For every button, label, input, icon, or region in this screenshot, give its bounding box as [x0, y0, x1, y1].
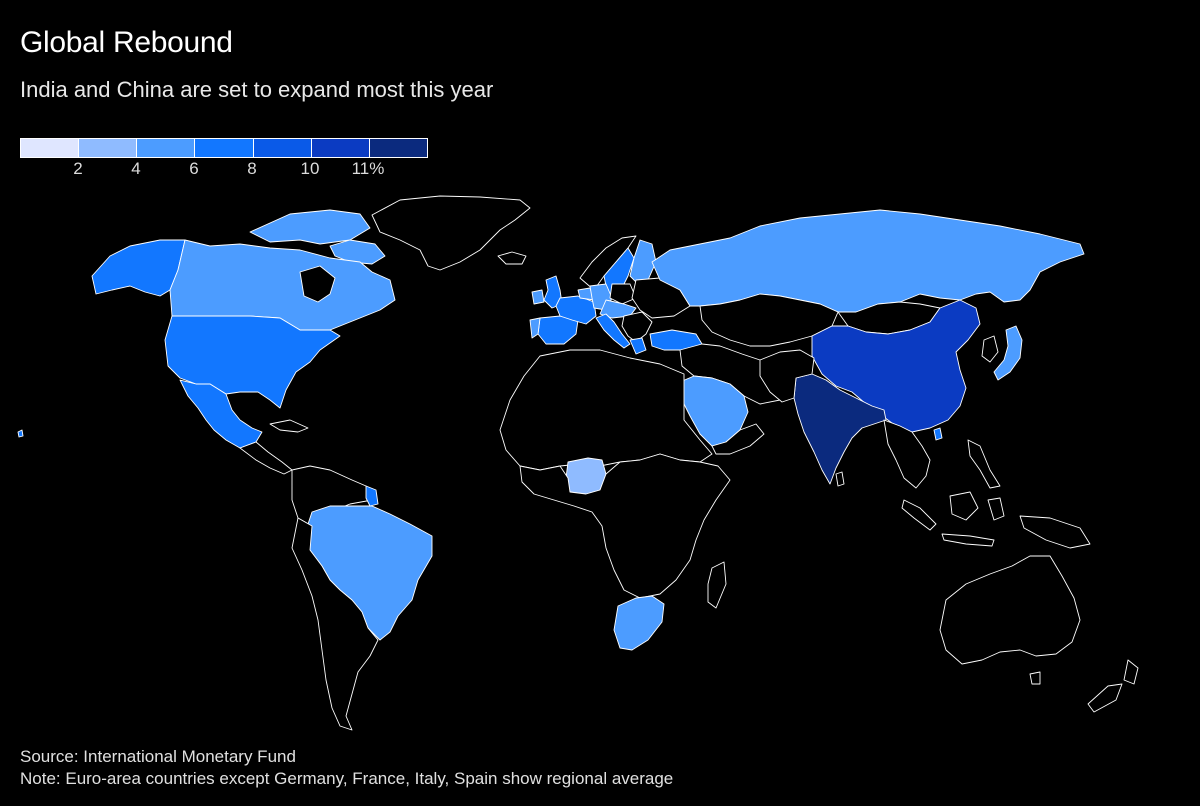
region-greenland — [371, 195, 531, 271]
chart-subtitle: India and China are set to expand most t… — [20, 77, 494, 102]
region-mexico — [179, 379, 263, 449]
region-new-zealand-south — [1087, 683, 1123, 713]
legend-swatch-2 — [79, 139, 138, 157]
region-madagascar — [707, 561, 727, 609]
region-poland — [609, 283, 637, 305]
chart-title: Global Rebound — [20, 26, 233, 59]
region-united-states — [164, 315, 341, 409]
region-central-america — [239, 441, 293, 475]
region-yemen-oman — [711, 423, 765, 455]
chart-footer: Source: International Monetary Fund Note… — [20, 746, 673, 790]
legend-swatch-6 — [311, 139, 370, 157]
region-northern-south-america — [291, 465, 373, 527]
region-south-africa — [613, 595, 665, 651]
region-guyana — [365, 485, 379, 507]
region-hawaii — [17, 429, 24, 438]
region-portugal — [529, 317, 541, 339]
legend-tick-4: 4 — [131, 159, 141, 178]
region-finland — [629, 239, 657, 285]
region-sri-lanka — [835, 471, 845, 487]
legend-tick-11: 11% — [351, 159, 385, 178]
region-korea — [981, 335, 999, 363]
region-pakistan — [759, 349, 815, 403]
world-choropleth-map — [17, 195, 1139, 731]
region-russia — [651, 209, 1085, 313]
region-java — [941, 533, 995, 547]
region-southern-south-america — [291, 517, 379, 731]
legend-tick-labels: 2 4 6 8 10 11% — [20, 158, 428, 182]
legend-swatch-1 — [21, 139, 80, 157]
region-cuba — [269, 419, 309, 433]
euro-area-note: Note: Euro-area countries except Germany… — [20, 769, 674, 788]
region-greece — [629, 337, 647, 355]
region-nigeria — [565, 457, 607, 495]
region-borneo — [949, 491, 979, 521]
region-ireland — [531, 289, 545, 305]
region-balkans — [621, 311, 653, 343]
source-note: Source: International Monetary Fund — [20, 747, 296, 766]
region-japan — [993, 325, 1023, 381]
region-central-africa — [519, 453, 731, 599]
region-north-africa — [499, 349, 713, 471]
region-new-guinea — [1019, 515, 1091, 549]
region-philippines — [967, 439, 1001, 489]
legend-tick-6: 6 — [189, 159, 199, 178]
legend-swatch-3 — [137, 139, 196, 157]
region-norway — [579, 235, 637, 291]
region-southeast-asia — [883, 419, 931, 489]
region-canada-islands — [249, 209, 371, 245]
region-canada-islands-2 — [329, 239, 386, 265]
legend-swatch-5 — [253, 139, 312, 157]
region-australia — [939, 555, 1081, 665]
legend-tick-8: 8 — [247, 159, 257, 178]
legend-tick-10: 10 — [300, 159, 320, 178]
region-iceland — [497, 251, 527, 265]
region-hudson-bay — [299, 265, 336, 303]
region-sumatra — [901, 499, 937, 531]
color-legend: 2 4 6 8 10 11% — [20, 138, 428, 188]
region-new-zealand — [1123, 659, 1139, 685]
region-china — [811, 299, 981, 433]
legend-color-bar — [20, 138, 428, 158]
region-sulawesi — [987, 497, 1005, 521]
region-italy — [595, 313, 631, 349]
legend-swatch-7 — [369, 139, 427, 157]
legend-tick-2: 2 — [73, 159, 83, 178]
region-india — [793, 373, 887, 485]
region-taiwan — [933, 427, 943, 441]
region-tasmania — [1029, 671, 1041, 685]
legend-swatch-4 — [195, 139, 254, 157]
